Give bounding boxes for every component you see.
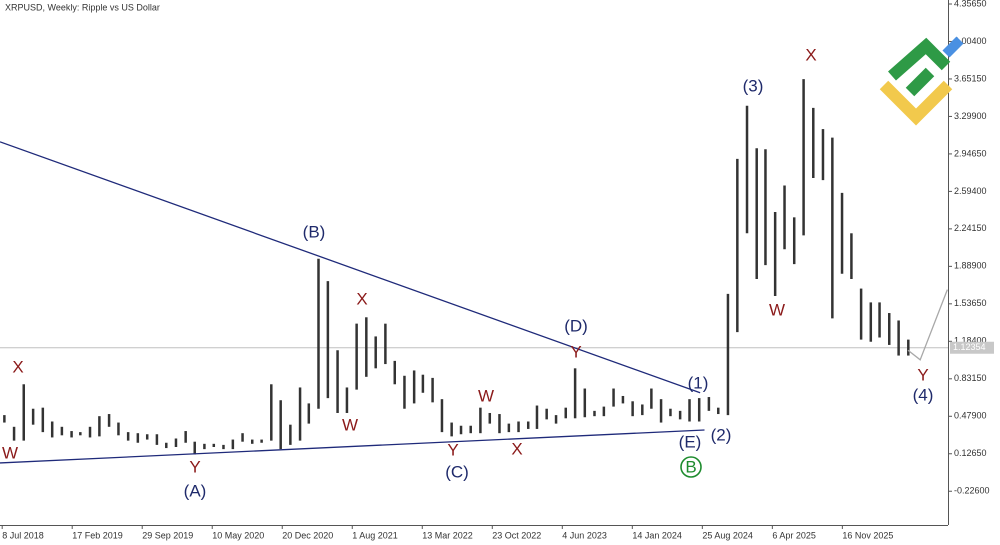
wave-label: W (2, 443, 18, 462)
y-tick-label: 0.47900 (954, 411, 987, 421)
x-tick-label: 6 Apr 2025 (772, 530, 816, 540)
trendline (0, 429, 705, 464)
logo (879, 36, 964, 126)
y-tick-label: 4.00400 (954, 36, 987, 46)
x-tick-label: 16 Nov 2025 (842, 530, 893, 540)
wave-label: W (342, 415, 358, 434)
trendline (0, 141, 701, 394)
last-price-box (950, 341, 994, 354)
wave-label: W (769, 300, 785, 319)
x-tick-label: 8 Jul 2018 (2, 530, 44, 540)
wave-label: (4) (913, 385, 934, 404)
y-tick-label: 0.83150 (954, 373, 987, 383)
wave-label: (B) (303, 222, 326, 241)
y-tick-label: 2.94650 (954, 148, 987, 158)
y-tick-label: 0.12650 (954, 448, 987, 458)
logo-yellow (879, 80, 953, 126)
chart-title: XRPUSD, Weekly: Ripple vs US Dollar (5, 2, 160, 12)
x-tick-label: 14 Jan 2024 (632, 530, 682, 540)
y-tick-label: -0.22600 (954, 486, 990, 496)
wave-label: (1) (688, 373, 709, 392)
wave-label: (D) (564, 316, 588, 335)
wave-label: Y (447, 440, 458, 459)
wave-label: (E) (679, 432, 702, 451)
y-tick-label: 3.65150 (954, 73, 987, 83)
x-tick-label: 17 Feb 2019 (72, 530, 123, 540)
x-tick-label: 10 May 2020 (212, 530, 264, 540)
x-tick-label: 13 Mar 2022 (422, 530, 473, 540)
wave-label: (A) (184, 481, 207, 500)
y-tick-label: 1.53650 (954, 298, 987, 308)
y-tick-label: 2.24150 (954, 223, 987, 233)
y-tick-label: 1.88900 (954, 261, 987, 271)
wave-label: W (478, 386, 494, 405)
wave-label: (2) (711, 425, 732, 444)
y-tick-label: 1.18400 (954, 336, 987, 346)
wave-circle (680, 456, 702, 478)
wave-label: B (685, 457, 696, 476)
wave-label: (3) (743, 76, 764, 95)
wave-label: X (805, 45, 816, 64)
trendline (907, 289, 948, 361)
x-tick-label: 20 Dec 2020 (282, 530, 333, 540)
wave-label: Y (189, 457, 200, 476)
logo-green (888, 37, 951, 81)
y-tick-label: 2.59400 (954, 186, 987, 196)
x-tick-label: 29 Sep 2019 (142, 530, 193, 540)
x-tick-label: 25 Aug 2024 (702, 530, 753, 540)
wave-label: Y (917, 365, 928, 384)
logo-green-2 (905, 67, 935, 97)
y-tick-label: 4.35650 (954, 0, 987, 8)
x-tick-label: 4 Jun 2023 (562, 530, 607, 540)
last-price-label: 1.12354 (953, 342, 986, 352)
wave-label: Y (570, 342, 581, 361)
y-tick-label: 3.29900 (954, 111, 987, 121)
wave-label: X (511, 439, 522, 458)
wave-label: X (12, 357, 23, 376)
x-tick-label: 23 Oct 2022 (492, 530, 541, 540)
wave-label: (C) (445, 462, 469, 481)
logo-blue (942, 36, 964, 58)
wave-label: X (356, 289, 367, 308)
x-tick-label: 1 Aug 2021 (352, 530, 398, 540)
